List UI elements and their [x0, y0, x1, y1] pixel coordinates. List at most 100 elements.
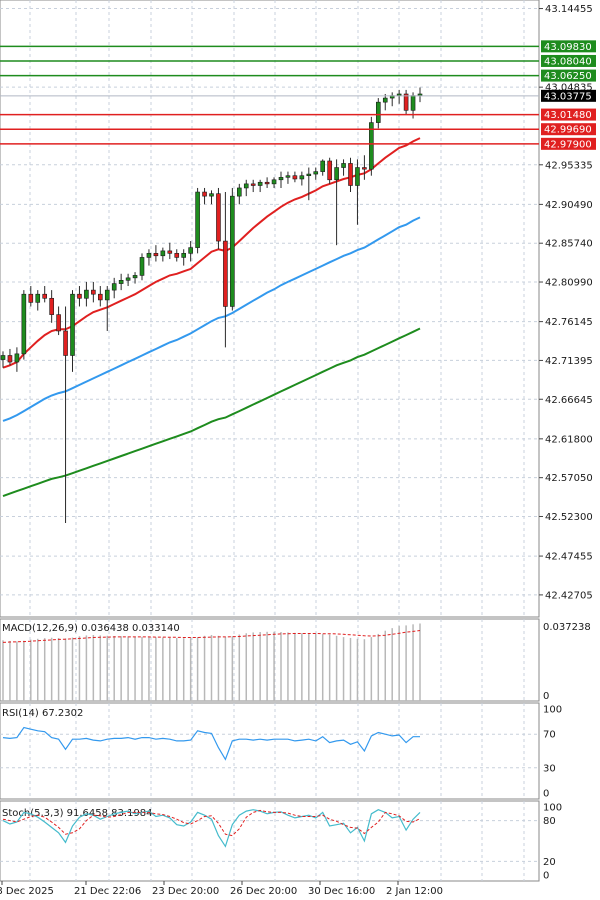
stoch-tick-0: 100	[543, 803, 562, 814]
candle-body-48	[334, 167, 339, 181]
price-tick-label-10: 42.57050	[545, 473, 593, 484]
candle-body-16	[111, 283, 117, 291]
candle-body-22	[153, 253, 159, 257]
candle-body-55	[382, 97, 388, 103]
candle-body-12	[84, 289, 89, 299]
rsi-pane: RSI(14) 67.2302 100 70 30 0	[0, 705, 562, 800]
rsi-label: RSI(14) 67.2302	[2, 708, 83, 719]
time-tick-label-3: 26 Dec 20:00	[230, 886, 297, 897]
candle-body-10	[70, 293, 75, 356]
stoch-tick-2: 20	[543, 857, 556, 868]
candle-body-39	[271, 179, 277, 185]
resistance-level-0-box	[541, 40, 596, 53]
candle-body-43	[299, 175, 305, 180]
candle-body-50	[348, 163, 353, 186]
price-tick-label-11: 42.52300	[545, 512, 593, 523]
candle-body-6	[42, 293, 48, 299]
candle-body-45	[313, 171, 319, 175]
candle-body-0	[0, 355, 6, 360]
candle-body-3	[21, 293, 27, 355]
support-level-2-box	[541, 137, 596, 150]
pane-frames	[0, 0, 540, 882]
time-axis: 18 Dec 2025 21 Dec 22:06 23 Dec 20:00 26 De…	[0, 881, 443, 897]
candle-body-2	[14, 353, 20, 363]
candle-body-47	[327, 160, 332, 181]
price-tick-label-3: 42.90490	[545, 200, 593, 211]
price-tick-label-9: 42.61800	[545, 434, 593, 445]
candle-body-32	[223, 240, 228, 307]
support-level-0-label: 43.01480	[544, 110, 592, 121]
resistance-level-0-label: 43.09830	[544, 42, 592, 53]
candle-body-52	[362, 167, 367, 170]
support-level-2-label: 42.97900	[544, 139, 592, 150]
candle-body-54	[375, 101, 381, 123]
candle-body-30	[209, 193, 214, 197]
candle-body-25	[174, 253, 180, 258]
candle-body-37	[257, 181, 263, 186]
stochastic-pane: Stoch(5,3,3) 91.6458 83.1984 100 80 20 0	[0, 803, 562, 882]
price-tick-label-7: 42.71395	[545, 356, 593, 367]
ma-blue-line	[2, 216, 421, 422]
candle-body-36	[250, 183, 256, 186]
current-price-box	[541, 89, 596, 102]
macd-pane: MACD(12,26,9) 0.036438 0.033140 0.037238…	[2, 622, 591, 702]
candle-body-4	[28, 293, 34, 303]
time-tick-label-5: 2 Jan 12:00	[386, 886, 443, 897]
candle-body-29	[202, 191, 207, 197]
price-tick-label-13: 42.42705	[545, 590, 593, 601]
support-level-1-label: 42.99690	[544, 125, 592, 136]
candle-body-26	[181, 253, 186, 258]
stoch-tick-3: 0	[543, 871, 549, 882]
candle-body-49	[341, 163, 346, 168]
price-tick-label-2: 42.95335	[545, 160, 593, 171]
ma-green-line	[2, 327, 421, 498]
candle-body-31	[216, 193, 221, 242]
candle-body-59	[410, 95, 416, 111]
rsi-tick-2: 30	[543, 763, 556, 774]
candle-body-7	[49, 297, 54, 315]
candle-body-35	[243, 183, 249, 189]
candle-body-41	[285, 175, 291, 178]
candle-body-53	[369, 122, 374, 170]
macd-pane-frame	[0, 618, 540, 702]
macd-signal-line	[2, 630, 421, 643]
time-tick-label-2: 23 Dec 20:00	[152, 886, 219, 897]
candle-body-17	[118, 280, 124, 284]
candle-body-13	[91, 289, 96, 295]
time-tick-label-0: 18 Dec 2025	[0, 886, 54, 897]
candle-body-58	[403, 93, 409, 111]
stoch-tick-1: 80	[543, 816, 556, 827]
candle-body-24	[167, 250, 173, 254]
price-tick-label-6: 42.76145	[545, 317, 593, 328]
candle-body-8	[56, 314, 61, 332]
candle-body-20	[139, 257, 145, 276]
stoch-label: Stoch(5,3,3) 91.6458 83.1984	[2, 808, 153, 819]
candle-body-19	[132, 275, 138, 279]
stoch-pane-frame	[0, 800, 540, 882]
price-tick-label-8: 42.66645	[545, 395, 593, 406]
candle-body-44	[306, 173, 312, 177]
resistance-level-2-label: 43.06250	[544, 71, 592, 82]
time-tick-label-1: 21 Dec 22:06	[74, 886, 141, 897]
rsi-pane-frame	[0, 702, 540, 800]
candle-body-23	[160, 250, 166, 257]
candle-body-28	[195, 191, 200, 248]
candle-body-15	[104, 289, 110, 301]
price-tick-label-12: 42.47455	[545, 552, 593, 563]
macd-label: MACD(12,26,9) 0.036438 0.033140	[2, 623, 180, 634]
price-tick-label-4: 42.85740	[545, 239, 593, 250]
price-pane-frame	[0, 0, 540, 618]
candle-body-51	[355, 167, 360, 186]
candle-body-33	[230, 195, 235, 307]
candle-body-38	[264, 181, 270, 185]
price-levels: 43.09830 43.08040 43.06250 43.01480 42.99690…	[0, 40, 596, 150]
candle-body-34	[237, 187, 242, 197]
candle-body-21	[146, 253, 152, 258]
price-axis: 43.14455 43.04835 42.95335 42.90490 42.85740…	[539, 4, 593, 601]
stoch-d-line	[2, 809, 421, 837]
resistance-level-1-label: 43.08040	[544, 56, 592, 67]
candle-body-9	[63, 330, 68, 356]
candle-body-1	[7, 355, 13, 363]
